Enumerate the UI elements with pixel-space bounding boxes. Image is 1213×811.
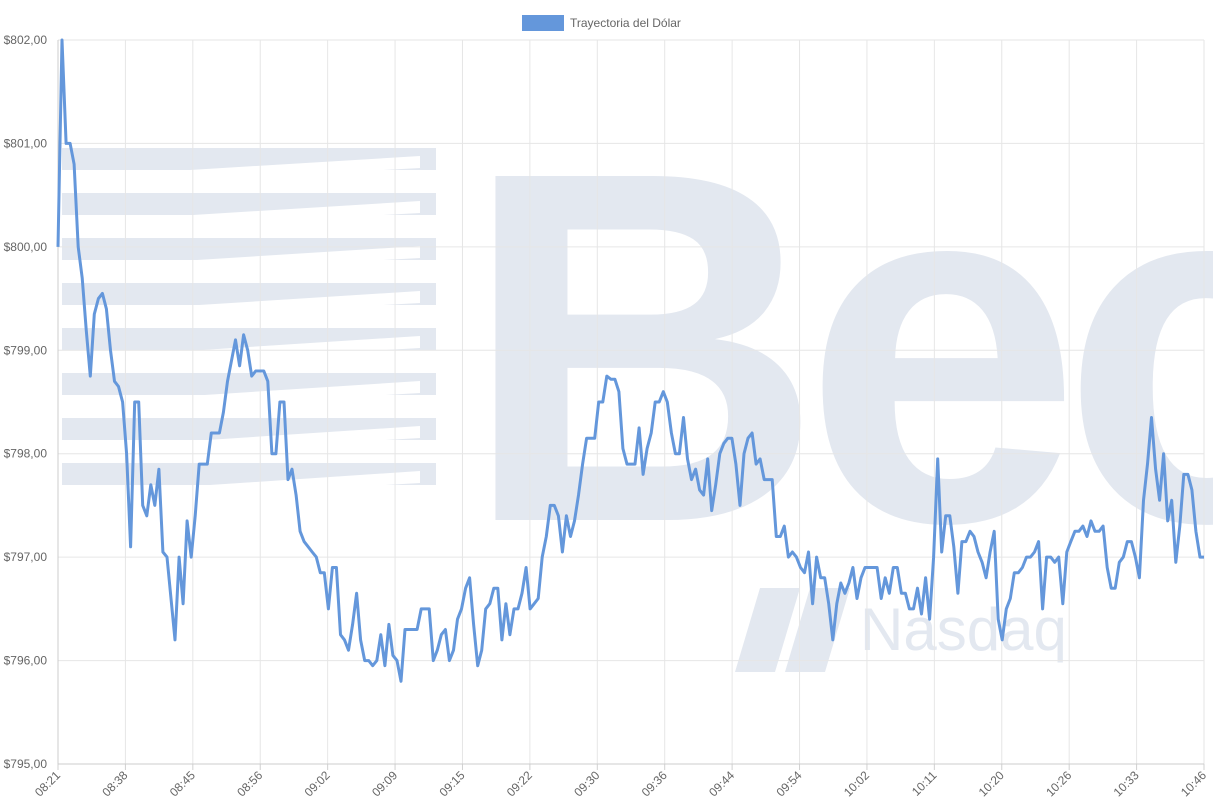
y-tick-label: $802,00 [4, 33, 48, 47]
x-tick-label: 09:54 [774, 768, 805, 799]
watermark-text: Bec [462, 67, 1213, 626]
x-tick-label: 08:45 [167, 768, 198, 799]
x-tick-label: 10:11 [909, 768, 940, 799]
y-axis: $795,00 $796,00 $797,00 $798,00 $799,00 $800,… [4, 33, 48, 771]
watermark-nasdaq-icon [735, 588, 800, 672]
watermark-slash [104, 291, 420, 319]
x-tick-label: 10:26 [1043, 768, 1074, 799]
y-tick-label: $795,00 [4, 757, 48, 771]
watermark-subtext: Nasdaq [860, 596, 1067, 663]
legend-label: Trayectoria del Dólar [570, 16, 681, 30]
watermark-slash [92, 156, 420, 184]
watermark-slash [96, 201, 420, 229]
x-tick-label: 09:02 [302, 768, 333, 799]
x-tick-label: 10:02 [841, 768, 872, 799]
watermark-slash [112, 381, 420, 409]
x-tick-label: 09:09 [369, 768, 400, 799]
watermark-slash [116, 426, 420, 454]
y-tick-label: $797,00 [4, 550, 48, 564]
x-tick-label: 08:21 [32, 768, 63, 799]
x-tick-label: 08:38 [99, 768, 130, 799]
y-tick-label: $796,00 [4, 654, 48, 668]
x-tick-label: 09:44 [706, 768, 737, 799]
y-tick-label: $800,00 [4, 240, 48, 254]
x-tick-label: 09:36 [639, 768, 670, 799]
watermark-nasdaq-icon [785, 588, 850, 672]
x-tick-label: 09:30 [571, 768, 602, 799]
x-tick-label: 10:20 [976, 768, 1007, 799]
y-tick-label: $801,00 [4, 136, 48, 150]
x-tick-label: 09:15 [436, 768, 467, 799]
x-axis: 08:21 08:38 08:45 08:56 09:02 09:09 09:15 09:22… [32, 768, 1209, 799]
x-tick-label: 10:46 [1178, 768, 1209, 799]
series-layer [56, 38, 1204, 683]
x-tick-label: 09:22 [504, 768, 535, 799]
series-line [56, 38, 1204, 683]
legend-swatch [522, 15, 564, 31]
legend[interactable]: Trayectoria del Dólar [522, 15, 681, 31]
y-tick-label: $798,00 [4, 447, 48, 461]
y-tick-label: $799,00 [4, 343, 48, 357]
x-tick-label: 08:56 [234, 768, 265, 799]
watermark-slash [120, 471, 420, 499]
x-tick-label: 10:33 [1111, 768, 1142, 799]
